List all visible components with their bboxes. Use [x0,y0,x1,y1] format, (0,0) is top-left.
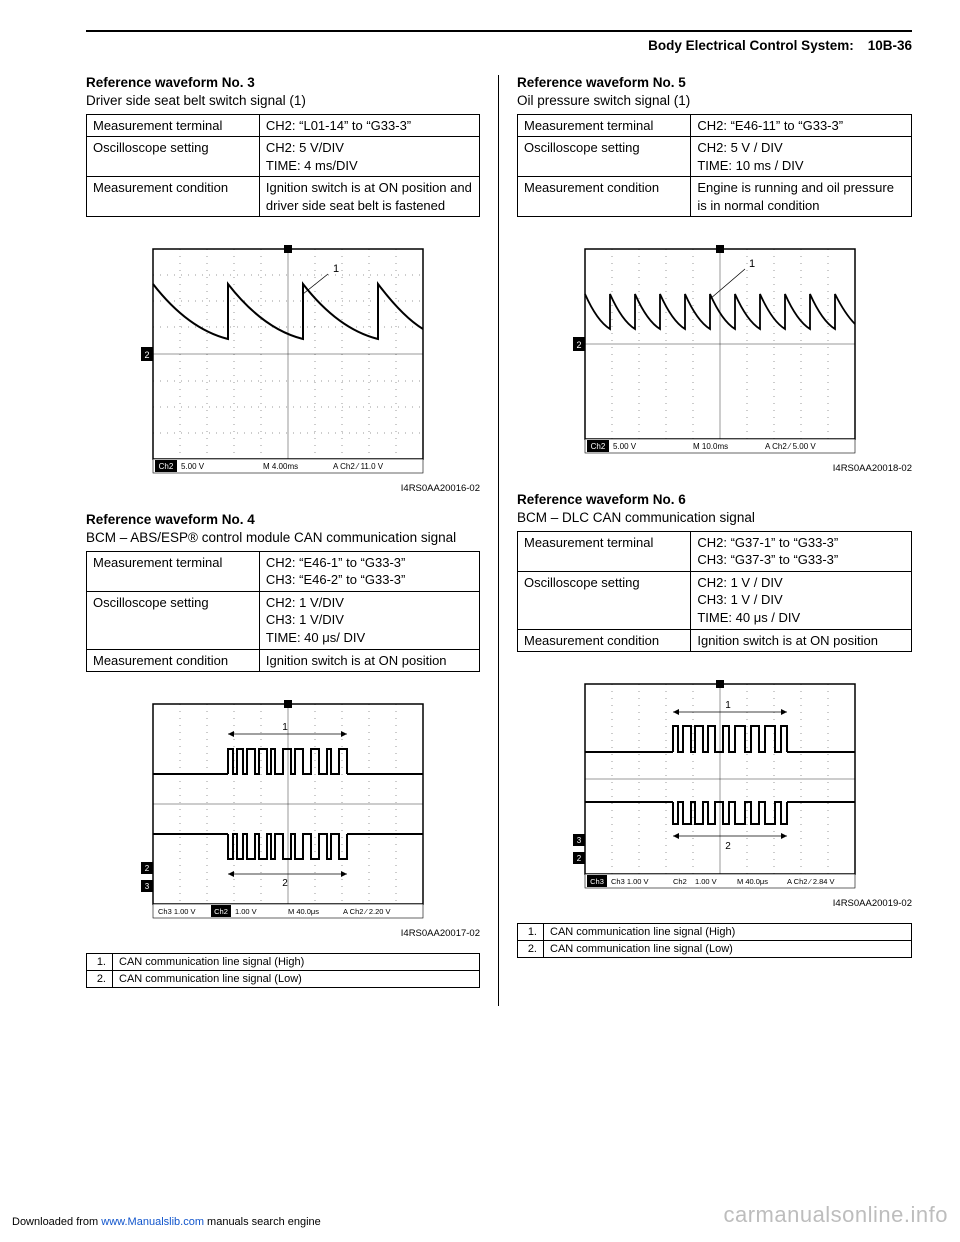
ref4-scope: 1 2 2 3 Ch3 1.00 V Ch2 [133,694,433,924]
ref4-r0c1: CH2: “E46-1” to “G33-3” CH3: “E46-2” to … [259,551,479,591]
svg-text:Ch2: Ch2 [159,462,174,471]
ref4-r1c1: CH2: 1 V/DIV CH3: 1 V/DIV TIME: 40 μs/ D… [259,591,479,649]
svg-text:Ch3: Ch3 [590,877,604,886]
ref6-title: Reference waveform No. 6 [517,492,912,507]
svg-text:1: 1 [749,258,755,270]
ref5-scope: 2 1 Ch2 5.00 V M 10.0ms A Ch2 ⁄ 5.00 V [565,239,865,459]
svg-text:5.00 V: 5.00 V [613,442,637,451]
svg-text:Ch2: Ch2 [590,442,605,451]
ref4-r1c0: Oscilloscope setting [87,591,260,649]
svg-text:M 40.0μs: M 40.0μs [737,877,768,886]
ref3-r0c1: CH2: “L01-14” to “G33-3” [259,114,479,137]
ref4-title: Reference waveform No. 4 [86,512,480,527]
svg-text:3: 3 [145,882,150,891]
svg-text:Ch3 1.00 V: Ch3 1.00 V [158,907,196,916]
svg-text:2: 2 [282,878,288,889]
svg-text:1.00 V: 1.00 V [695,877,717,886]
page-footer: Downloaded from www.Manualslib.com manua… [12,1202,948,1228]
ref6-section: Reference waveform No. 6 BCM – DLC CAN c… [517,492,912,958]
svg-text:Ch2: Ch2 [673,877,687,886]
svg-text:2: 2 [725,841,731,852]
ref3-imgcode: I4RS0AA20016-02 [86,483,480,494]
page-number: 10B-36 [868,38,912,53]
ref4-r2c0: Measurement condition [87,649,260,672]
ref4-sub: BCM – ABS/ESP® control module CAN commun… [86,529,480,547]
ref3-section: Reference waveform No. 3 Driver side sea… [86,75,480,494]
svg-text:A Ch2 ⁄ 11.0 V: A Ch2 ⁄ 11.0 V [333,462,384,471]
svg-text:2: 2 [144,350,149,360]
ref3-scope: 2 1 Ch2 5.00 V M 4.00ms A Ch2 ⁄ 11.0 V [133,239,433,479]
svg-text:1.00 V: 1.00 V [235,907,257,916]
ref4-section: Reference waveform No. 4 BCM – ABS/ESP® … [86,512,480,988]
svg-text:1: 1 [333,263,339,275]
svg-text:A Ch2 ⁄ 5.00 V: A Ch2 ⁄ 5.00 V [765,442,816,451]
ref3-spec-table: Measurement terminalCH2: “L01-14” to “G3… [86,114,480,218]
ref4-legend: 1.CAN communication line signal (High) 2… [86,953,480,988]
ref5-title: Reference waveform No. 5 [517,75,912,90]
svg-text:2: 2 [576,854,581,863]
manualslib-link[interactable]: www.Manualslib.com [101,1216,204,1228]
ref4-r0c0: Measurement terminal [87,551,260,591]
ref6-scope: 1 2 3 2 Ch3 Ch3 1.00 V [565,674,865,894]
ref6-imgcode: I4RS0AA20019-02 [517,898,912,909]
ref3-r0c0: Measurement terminal [87,114,260,137]
download-note: Downloaded from www.Manualslib.com manua… [12,1216,321,1228]
ref3-r1c1: CH2: 5 V/DIV TIME: 4 ms/DIV [259,137,479,177]
ref4-r2c1: Ignition switch is at ON position [259,649,479,672]
ref5-sub: Oil pressure switch signal (1) [517,92,912,110]
ref3-sub: Driver side seat belt switch signal (1) [86,92,480,110]
watermark: carmanualsonline.info [723,1202,948,1228]
svg-text:M 4.00ms: M 4.00ms [263,462,298,471]
svg-text:1: 1 [282,722,288,733]
svg-text:Ch3 1.00 V: Ch3 1.00 V [611,877,649,886]
ref5-spec-table: Measurement terminalCH2: “E46-11” to “G3… [517,114,912,218]
ref5-section: Reference waveform No. 5 Oil pressure sw… [517,75,912,474]
ref5-imgcode: I4RS0AA20018-02 [517,463,912,474]
svg-text:A Ch2 ⁄ 2.84 V: A Ch2 ⁄ 2.84 V [787,877,835,886]
page-header: Body Electrical Control System: 10B-36 [86,38,912,53]
system-title: Body Electrical Control System: [648,38,854,53]
ref6-legend: 1.CAN communication line signal (High) 2… [517,923,912,958]
svg-text:M 10.0ms: M 10.0ms [693,442,728,451]
svg-text:A Ch2 ⁄ 2.20 V: A Ch2 ⁄ 2.20 V [343,907,391,916]
svg-text:5.00 V: 5.00 V [181,462,205,471]
ref3-r2c1: Ignition switch is at ON position and dr… [259,177,479,217]
svg-text:1: 1 [725,700,731,711]
svg-text:3: 3 [576,836,581,845]
ref6-spec-table: Measurement terminalCH2: “G37-1” to “G33… [517,531,912,652]
ref6-sub: BCM – DLC CAN communication signal [517,509,912,527]
ref3-r2c0: Measurement condition [87,177,260,217]
ref3-r1c0: Oscilloscope setting [87,137,260,177]
ref3-title: Reference waveform No. 3 [86,75,480,90]
svg-text:2: 2 [576,340,581,350]
svg-text:Ch2: Ch2 [214,907,228,916]
svg-text:2: 2 [145,864,150,873]
svg-text:M 40.0μs: M 40.0μs [288,907,319,916]
ref4-imgcode: I4RS0AA20017-02 [86,928,480,939]
ref4-spec-table: Measurement terminalCH2: “E46-1” to “G33… [86,551,480,672]
